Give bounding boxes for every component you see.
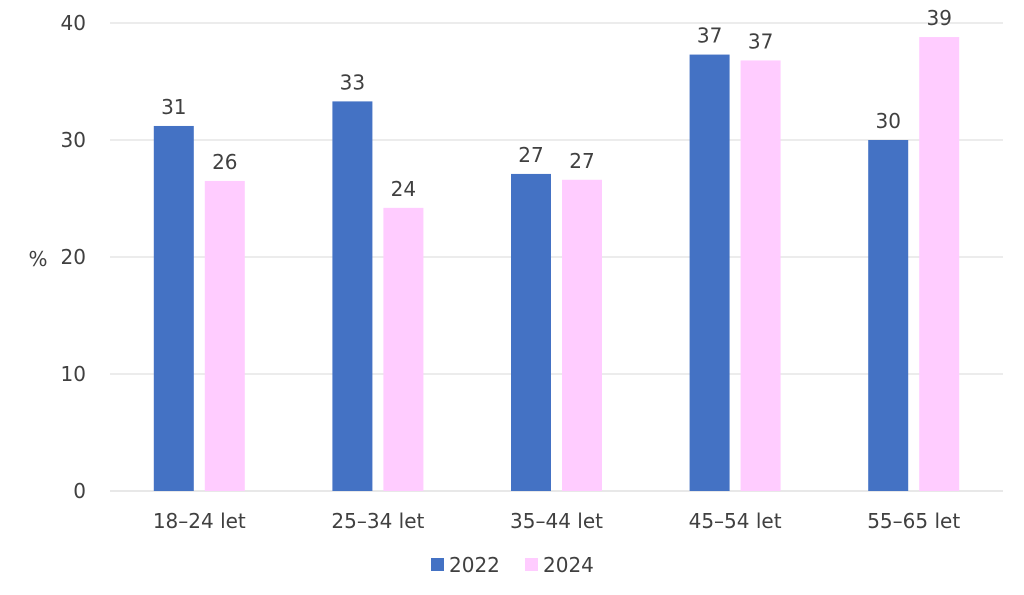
- data-label: 33: [340, 70, 365, 94]
- data-label: 30: [875, 109, 900, 133]
- data-label: 27: [569, 149, 594, 173]
- data-label: 39: [926, 6, 951, 30]
- legend-label: 2024: [543, 553, 594, 577]
- category-label: 18–24 let: [153, 509, 246, 533]
- legend-label: 2022: [449, 553, 500, 577]
- bar-2024-2: [383, 207, 424, 492]
- y-axis-ticks: 0 10 20 30 40: [61, 11, 86, 503]
- category-labels: 18–24 let 25–34 let 35–44 let 45–54 let 55–6…: [153, 509, 961, 533]
- grid-lines: [110, 22, 1003, 492]
- bar-2024-3: [562, 179, 602, 491]
- y-axis-label: %: [28, 247, 47, 271]
- legend: 2022 2024: [431, 553, 594, 577]
- category-label: 25–34 let: [331, 509, 424, 533]
- data-label: 24: [391, 177, 416, 201]
- category-label: 45–54 let: [689, 509, 782, 533]
- data-label: 37: [748, 29, 773, 53]
- bar-2022-2: [332, 101, 373, 491]
- bar-2024-4: [740, 60, 781, 491]
- bar-2022-3: [511, 173, 551, 491]
- bar-2022-1: [153, 125, 194, 492]
- bar-2024-5: [919, 37, 960, 491]
- bars: [153, 37, 960, 492]
- y-tick-label: 20: [61, 245, 86, 269]
- category-label: 35–44 let: [510, 509, 603, 533]
- data-labels: 31 26 33 24 27 27 37 37 30 39: [161, 6, 952, 201]
- data-label: 27: [518, 143, 543, 167]
- y-tick-label: 10: [61, 362, 86, 386]
- data-label: 26: [212, 150, 237, 174]
- bar-2022-4: [689, 54, 730, 492]
- legend-swatch-2022: [431, 558, 444, 571]
- y-tick-label: 30: [61, 128, 86, 152]
- category-label: 55–65 let: [867, 509, 960, 533]
- data-label: 31: [161, 95, 186, 119]
- bar-2024-1: [204, 180, 245, 491]
- bar-2022-5: [868, 140, 909, 491]
- y-tick-label: 40: [61, 11, 86, 35]
- legend-swatch-2024: [525, 558, 538, 571]
- y-tick-label: 0: [73, 479, 86, 503]
- data-label: 37: [697, 24, 722, 48]
